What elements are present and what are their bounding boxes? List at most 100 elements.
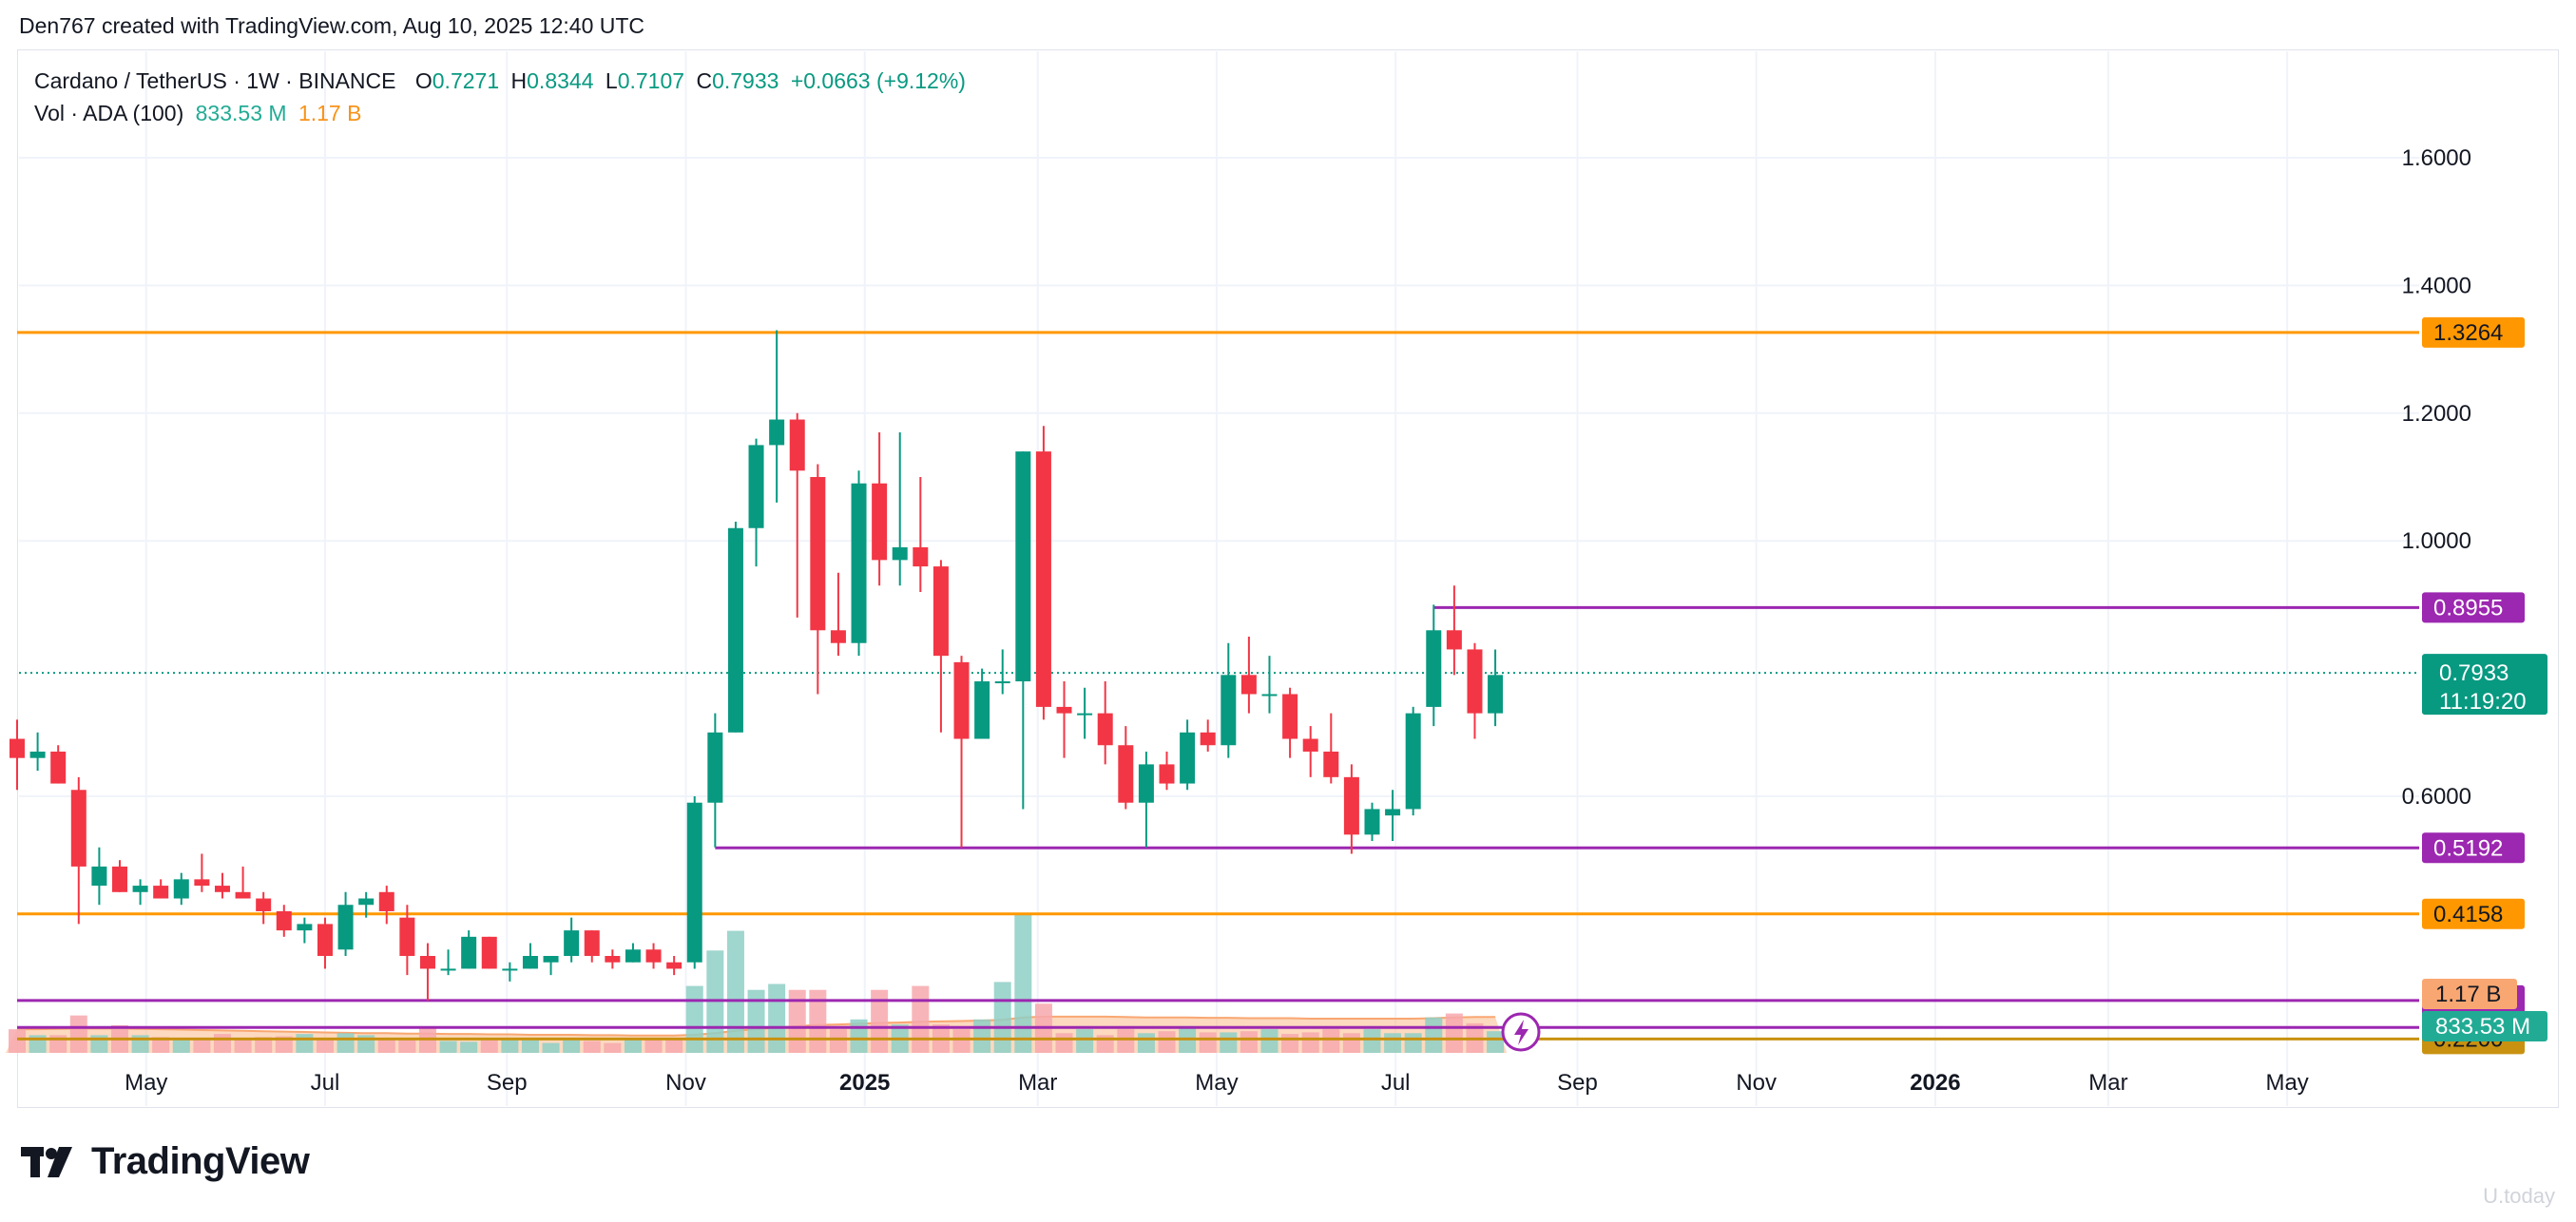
- candle: [1488, 649, 1504, 727]
- x-tick-label: 2025: [839, 1070, 890, 1096]
- candle: [419, 943, 435, 1002]
- candle: [851, 470, 867, 657]
- volume-bar: [583, 1041, 601, 1053]
- candle: [337, 891, 354, 956]
- candle: [214, 872, 230, 899]
- y-tick-label: 1.0000: [2402, 528, 2471, 554]
- symbol-name[interactable]: Cardano / TetherUS · 1W · BINANCE: [34, 68, 396, 93]
- candle: [1302, 726, 1318, 777]
- candle: [173, 872, 189, 906]
- candle: [1221, 642, 1237, 758]
- close-value: 0.7933: [712, 68, 779, 93]
- candle: [1282, 687, 1298, 758]
- svg-text:0.7933: 0.7933: [2439, 660, 2509, 686]
- candle: [256, 891, 272, 925]
- candle: [1180, 719, 1196, 791]
- volume-bar: [1342, 1033, 1360, 1053]
- x-tick-label: Jul: [1381, 1070, 1411, 1096]
- volume-bar: [685, 985, 703, 1053]
- price-chart[interactable]: 1.6000 1.4000 1.2000 1.0000 0.6000 May Jul Sep…: [0, 0, 2576, 1121]
- x-tick-label: Mar: [1018, 1070, 1057, 1096]
- candle: [481, 936, 497, 969]
- candle: [913, 477, 929, 592]
- candle: [625, 943, 641, 963]
- volume-bar: [69, 1015, 87, 1053]
- candle: [789, 412, 805, 618]
- flash-icon[interactable]: [1501, 1012, 1541, 1052]
- candle: [769, 330, 785, 503]
- candle: [1385, 790, 1401, 842]
- candle: [461, 930, 477, 969]
- volume-bar: [275, 1036, 293, 1053]
- tradingview-logo[interactable]: TradingView: [21, 1140, 310, 1183]
- volume-bar: [604, 1042, 622, 1053]
- candle: [830, 572, 846, 657]
- volume-bar: [624, 1039, 642, 1053]
- volume-bar: [1076, 1029, 1094, 1053]
- volume-bar: [1404, 1033, 1422, 1053]
- svg-text:0.5192: 0.5192: [2433, 835, 2503, 861]
- horizontal-lines: [17, 331, 2419, 1041]
- x-tick-label: Nov: [1736, 1070, 1777, 1096]
- volume-bar: [1158, 1031, 1176, 1053]
- svg-text:1.3264: 1.3264: [2433, 320, 2503, 346]
- low-label: L: [605, 68, 618, 93]
- volume-ma-label: 1.17 B: [2422, 979, 2517, 1009]
- volume-bar: [316, 1039, 334, 1053]
- x-tick-label: Nov: [665, 1070, 706, 1096]
- candle: [297, 917, 313, 944]
- volume-bar: [665, 1039, 683, 1053]
- candle: [994, 649, 1010, 695]
- svg-text:0.8955: 0.8955: [2433, 595, 2503, 621]
- candle: [1426, 604, 1442, 727]
- volume-label[interactable]: Vol · ADA (100): [34, 101, 184, 125]
- x-tick-label: Mar: [2088, 1070, 2127, 1096]
- x-tick-label: Jul: [311, 1070, 340, 1096]
- volume-legend[interactable]: Vol · ADA (100) 833.53 M 1.17 B: [34, 101, 367, 126]
- volume-bar: [1240, 1031, 1258, 1053]
- volume-bar: [726, 930, 744, 1053]
- tradingview-logo-icon: [21, 1146, 72, 1177]
- volume-bar: [1220, 1032, 1238, 1053]
- volume-bar: [788, 989, 806, 1053]
- candle: [522, 943, 538, 969]
- candle: [1159, 751, 1175, 791]
- open-value: 0.7271: [432, 68, 500, 93]
- volume-bar: [871, 989, 889, 1053]
- volume-value-label: 833.53 M: [2422, 1011, 2547, 1041]
- candle: [1323, 713, 1339, 784]
- x-axis: May Jul Sep Nov 2025 Mar May Jul Sep Nov 2026 Mar Ma…: [125, 1070, 2309, 1096]
- candle: [1035, 426, 1051, 720]
- candle: [584, 930, 600, 963]
- candle: [358, 891, 375, 918]
- candle: [1364, 802, 1380, 842]
- candle: [440, 949, 456, 976]
- volume-bar: [234, 1039, 252, 1053]
- volume-bar: [1425, 1017, 1443, 1053]
- candle: [317, 917, 333, 969]
- price-label: 0.8955: [2422, 592, 2525, 623]
- volume-bar: [542, 1042, 560, 1053]
- candle: [1446, 585, 1462, 676]
- candle: [666, 956, 682, 976]
- candle: [605, 949, 621, 969]
- price-label: 1.3264: [2422, 316, 2525, 348]
- candle: [1261, 656, 1278, 714]
- x-tick-label: May: [1195, 1070, 1238, 1096]
- y-tick-label: 0.6000: [2402, 784, 2471, 810]
- y-axis: 1.6000 1.4000 1.2000 1.0000 0.6000: [2402, 145, 2471, 810]
- candle: [645, 943, 662, 969]
- volume-bar: [398, 1038, 416, 1053]
- candle: [111, 860, 127, 892]
- volume-bar: [1014, 915, 1032, 1053]
- volume-bar: [747, 989, 765, 1053]
- candle: [1118, 726, 1134, 810]
- candle: [1015, 451, 1031, 810]
- price-labels: 1.32640.89550.51920.41580.28020.23800.22…: [2422, 316, 2547, 1055]
- candle: [932, 560, 949, 733]
- volume-bar: [644, 1038, 663, 1053]
- candle: [194, 853, 210, 892]
- symbol-legend[interactable]: Cardano / TetherUS · 1W · BINANCE O0.727…: [34, 68, 971, 94]
- candle: [810, 464, 826, 695]
- chart-frame: [17, 49, 2559, 1108]
